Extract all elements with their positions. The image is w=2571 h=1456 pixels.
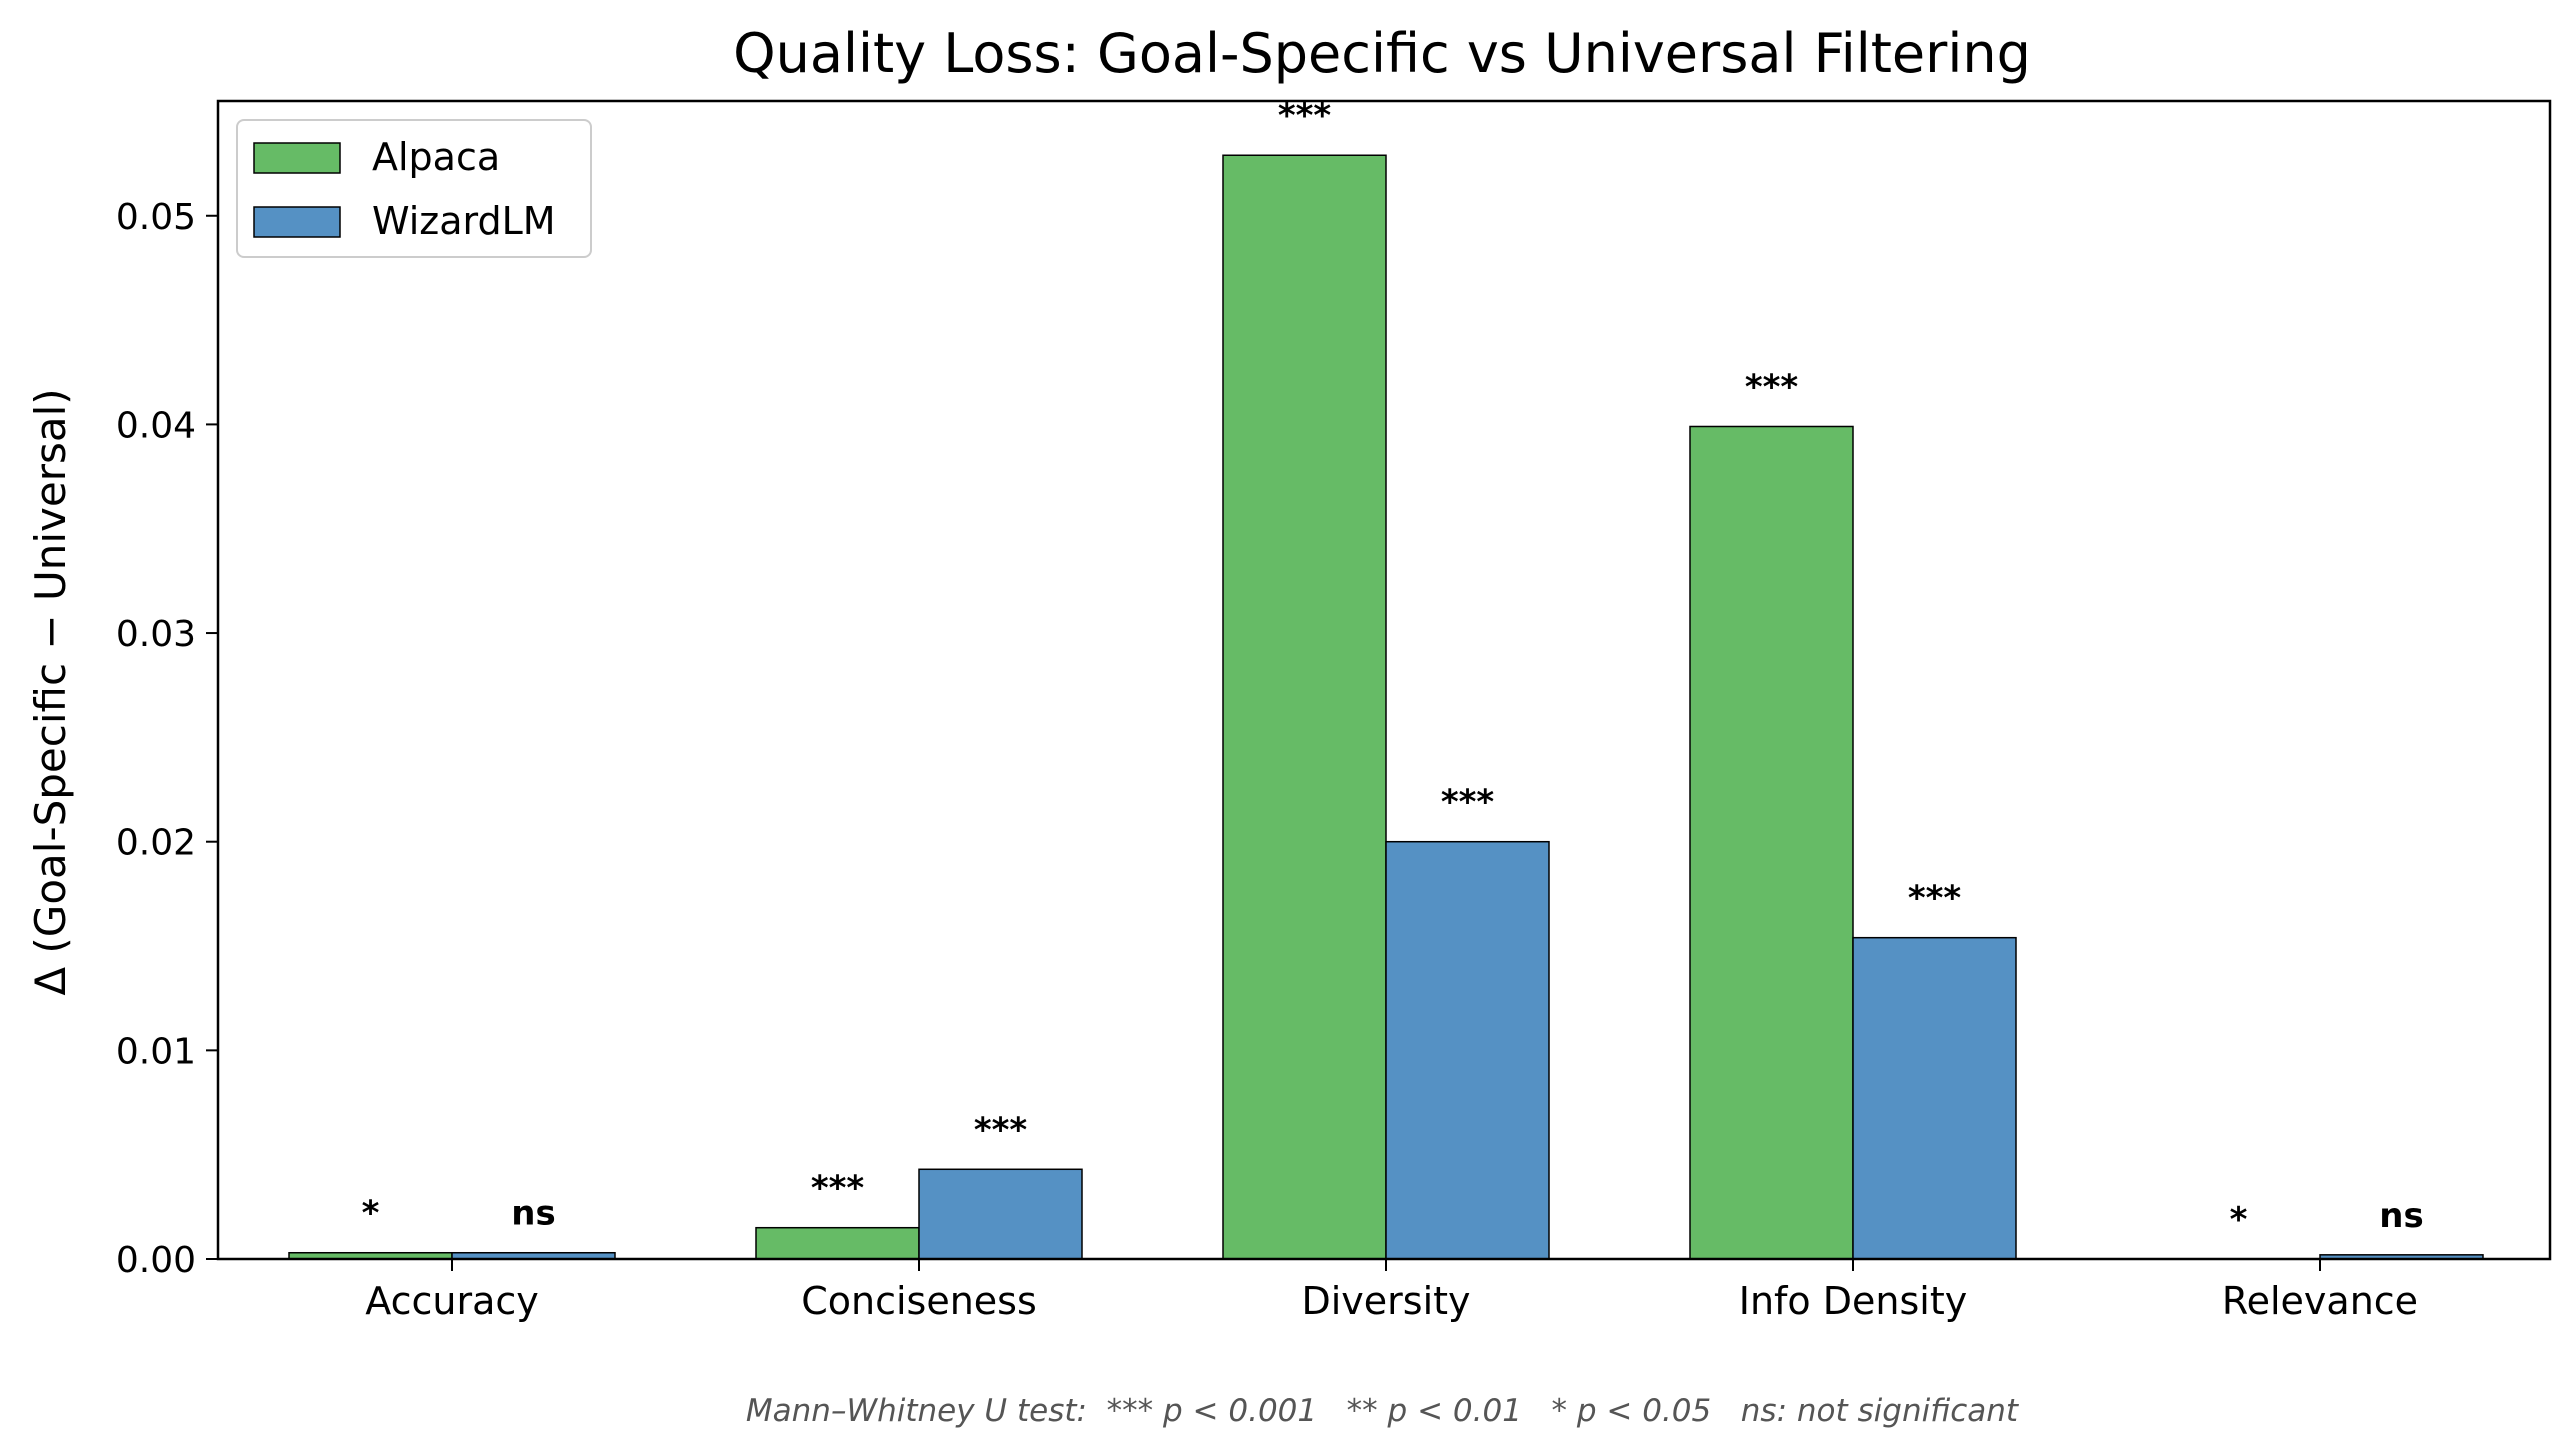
significance-label: ns [2379, 1196, 2423, 1236]
x-tick-label: Relevance [2222, 1279, 2418, 1323]
significance-label: ns [511, 1194, 555, 1234]
y-tick-label: 0.01 [116, 1031, 196, 1072]
y-axis: 0.00 0.01 0.02 0.03 0.04 0.05 [116, 197, 218, 1281]
significance-label: *** [1441, 783, 1495, 823]
y-axis-label: Δ (Goal-Specific − Universal) [26, 388, 75, 995]
legend-label-wizardlm: WizardLM [372, 199, 556, 243]
significance-label: * [2230, 1200, 2248, 1240]
x-tick-label: Accuracy [365, 1279, 539, 1323]
bars-group [288, 154, 2484, 1260]
bar-alpaca-diversity [1222, 154, 1387, 1260]
y-tick-label: 0.02 [116, 823, 196, 864]
y-tick-label: 0.03 [116, 614, 196, 655]
significance-label: *** [1908, 879, 1962, 919]
y-tick-label: 0.05 [116, 197, 196, 238]
plot-frame [216, 99, 2552, 1261]
footnote: Mann–Whitney U test: *** p < 0.001 ** p … [746, 1393, 2020, 1429]
bar-wizardlm-info-density [1852, 936, 2017, 1260]
x-axis: Accuracy Conciseness Diversity Info Density… [365, 1259, 2418, 1323]
significance-label: * [362, 1194, 380, 1234]
bar-wizardlm-diversity [1385, 840, 1550, 1260]
significance-label: *** [974, 1110, 1028, 1150]
significance-label: *** [1745, 367, 1799, 407]
bar-wizardlm-conciseness [918, 1168, 1083, 1260]
legend-swatch-wizardlm [253, 206, 341, 238]
x-tick-label: Conciseness [801, 1279, 1037, 1323]
legend-label-alpaca: Alpaca [372, 135, 500, 179]
y-tick-label: 0.00 [116, 1240, 196, 1281]
significance-label: *** [1278, 96, 1332, 136]
significance-label: *** [811, 1169, 865, 1209]
legend: Alpaca WizardLM [236, 119, 592, 258]
bar-alpaca-info-density [1689, 425, 1854, 1260]
bar-alpaca-conciseness [755, 1226, 920, 1260]
significance-labels: ***********ns*********ns [362, 96, 2424, 1240]
x-tick-label: Diversity [1301, 1279, 1470, 1323]
x-tick-label: Info Density [1739, 1279, 1967, 1323]
y-tick-label: 0.04 [116, 405, 196, 446]
chart-title: Quality Loss: Goal-Specific vs Universal… [733, 22, 2031, 85]
legend-swatch-alpaca [253, 142, 341, 174]
